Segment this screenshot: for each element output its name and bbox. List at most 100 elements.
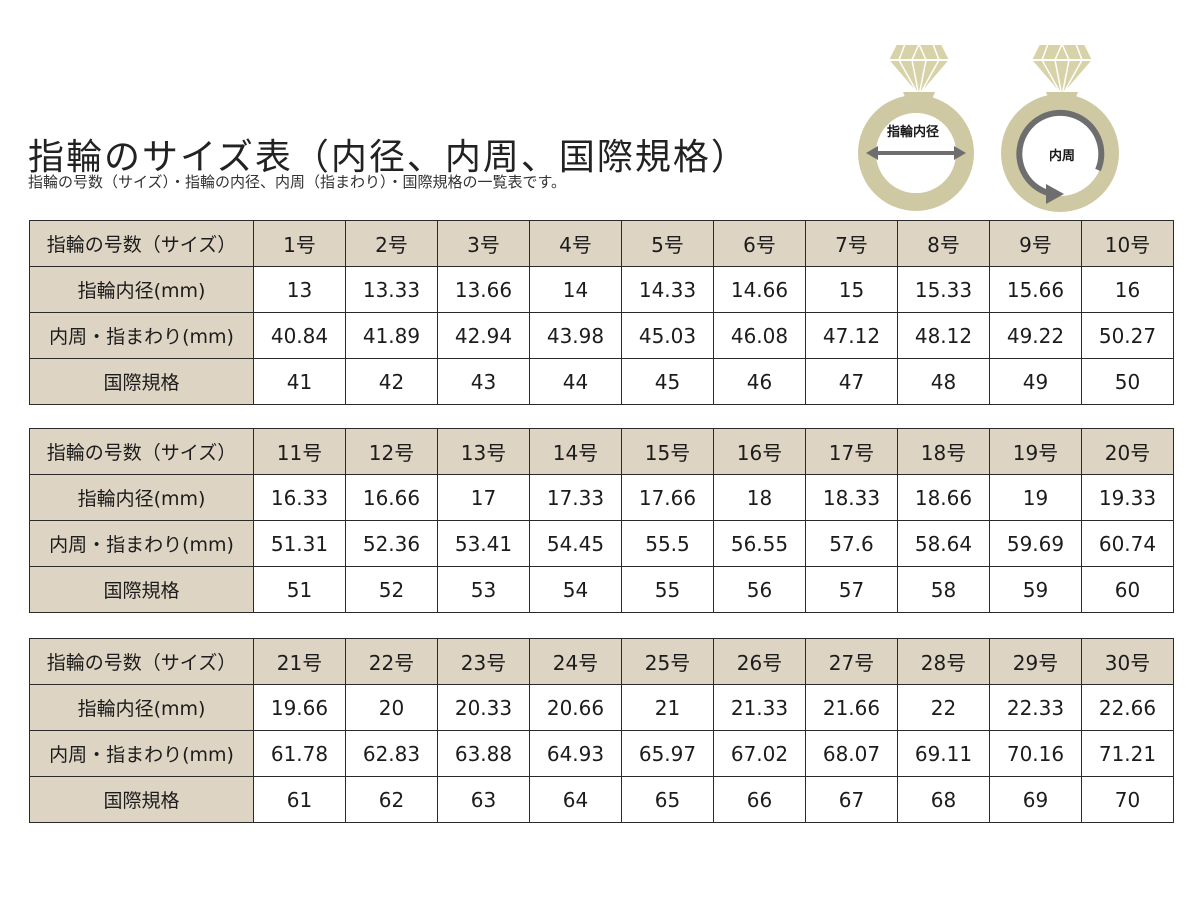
inner-diameter-cell: 14 xyxy=(529,266,622,313)
diamond-icon xyxy=(886,43,952,98)
row-label: 指輪内径(mm) xyxy=(29,266,254,313)
size-cell: 27号 xyxy=(805,638,898,685)
table-row-circumference: 内周・指まわり(mm) 61.78 62.83 63.88 64.93 65.9… xyxy=(29,730,1174,777)
size-cell: 1号 xyxy=(253,220,346,267)
inner-diameter-cell: 21 xyxy=(621,684,714,731)
inner-diameter-cell: 18.66 xyxy=(897,474,990,521)
international-size-cell: 46 xyxy=(713,358,806,405)
row-label: 指輪の号数（サイズ） xyxy=(29,428,254,475)
inner-diameter-cell: 14.66 xyxy=(713,266,806,313)
table-row-inner-diameter: 指輪内径(mm) 16.33 16.66 17 17.33 17.66 18 1… xyxy=(29,474,1174,521)
circumference-cell: 58.64 xyxy=(897,520,990,567)
circumference-cell: 40.84 xyxy=(253,312,346,359)
inner-diameter-cell: 15.33 xyxy=(897,266,990,313)
international-size-cell: 64 xyxy=(529,776,622,823)
size-cell: 9号 xyxy=(989,220,1082,267)
inner-diameter-cell: 22.33 xyxy=(989,684,1082,731)
size-cell: 19号 xyxy=(989,428,1082,475)
circumference-cell: 64.93 xyxy=(529,730,622,777)
table-row-inner-diameter: 指輪内径(mm) 19.66 20 20.33 20.66 21 21.33 2… xyxy=(29,684,1174,731)
inner-diameter-cell: 19 xyxy=(989,474,1082,521)
inner-diameter-cell: 22 xyxy=(897,684,990,731)
inner-diameter-cell: 18 xyxy=(713,474,806,521)
inner-diameter-cell: 19.33 xyxy=(1081,474,1174,521)
size-cell: 29号 xyxy=(989,638,1082,685)
inner-diameter-cell: 13.66 xyxy=(437,266,530,313)
circumference-cell: 69.11 xyxy=(897,730,990,777)
circumference-cell: 46.08 xyxy=(713,312,806,359)
inner-diameter-cell: 18.33 xyxy=(805,474,898,521)
table-row-size: 指輪の号数（サイズ） 11号 12号 13号 14号 15号 16号 17号 1… xyxy=(29,428,1174,475)
size-cell: 15号 xyxy=(621,428,714,475)
circumference-arrow xyxy=(1016,109,1105,197)
size-cell: 12号 xyxy=(345,428,438,475)
size-cell: 3号 xyxy=(437,220,530,267)
international-size-cell: 42 xyxy=(345,358,438,405)
table-row-inner-diameter: 指輪内径(mm) 13 13.33 13.66 14 14.33 14.66 1… xyxy=(29,266,1174,313)
table-row-circumference: 内周・指まわり(mm) 51.31 52.36 53.41 54.45 55.5… xyxy=(29,520,1174,567)
circumference-cell: 51.31 xyxy=(253,520,346,567)
international-size-cell: 49 xyxy=(989,358,1082,405)
size-table-1: 指輪の号数（サイズ） 1号 2号 3号 4号 5号 6号 7号 8号 9号 10… xyxy=(29,220,1174,405)
inner-diameter-cell: 13.33 xyxy=(345,266,438,313)
size-cell: 25号 xyxy=(621,638,714,685)
circumference-cell: 71.21 xyxy=(1081,730,1174,777)
size-cell: 6号 xyxy=(713,220,806,267)
international-size-cell: 69 xyxy=(989,776,1082,823)
row-label: 国際規格 xyxy=(29,776,254,823)
inner-diameter-cell: 13 xyxy=(253,266,346,313)
international-size-cell: 68 xyxy=(897,776,990,823)
size-cell: 13号 xyxy=(437,428,530,475)
row-label: 指輪の号数（サイズ） xyxy=(29,220,254,267)
size-cell: 10号 xyxy=(1081,220,1174,267)
row-label: 内周・指まわり(mm) xyxy=(29,730,254,777)
inner-diameter-cell: 14.33 xyxy=(621,266,714,313)
row-label: 指輪の号数（サイズ） xyxy=(29,638,254,685)
size-cell: 28号 xyxy=(897,638,990,685)
inner-diameter-cell: 20.66 xyxy=(529,684,622,731)
circumference-cell: 70.16 xyxy=(989,730,1082,777)
inner-diameter-cell: 20.33 xyxy=(437,684,530,731)
circumference-cell: 62.83 xyxy=(345,730,438,777)
table-row-international: 国際規格 51 52 53 54 55 56 57 58 59 60 xyxy=(29,566,1174,613)
size-cell: 17号 xyxy=(805,428,898,475)
international-size-cell: 61 xyxy=(253,776,346,823)
inner-diameter-cell: 16.66 xyxy=(345,474,438,521)
circumference-cell: 60.74 xyxy=(1081,520,1174,567)
inner-diameter-cell: 17 xyxy=(437,474,530,521)
circumference-cell: 61.78 xyxy=(253,730,346,777)
row-label: 指輪内径(mm) xyxy=(29,684,254,731)
size-cell: 21号 xyxy=(253,638,346,685)
inner-diameter-cell: 20 xyxy=(345,684,438,731)
circumference-cell: 63.88 xyxy=(437,730,530,777)
size-cell: 5号 xyxy=(621,220,714,267)
international-size-cell: 44 xyxy=(529,358,622,405)
international-size-cell: 62 xyxy=(345,776,438,823)
page-subtitle: 指輪の号数（サイズ）・指輪の内径、内周（指まわり）・国際規格の一覧表です。 xyxy=(28,173,567,191)
circumference-cell: 47.12 xyxy=(805,312,898,359)
inner-diameter-cell: 22.66 xyxy=(1081,684,1174,731)
international-size-cell: 57 xyxy=(805,566,898,613)
size-cell: 2号 xyxy=(345,220,438,267)
circumference-cell: 65.97 xyxy=(621,730,714,777)
international-size-cell: 60 xyxy=(1081,566,1174,613)
size-cell: 18号 xyxy=(897,428,990,475)
table-row-circumference: 内周・指まわり(mm) 40.84 41.89 42.94 43.98 45.0… xyxy=(29,312,1174,359)
size-cell: 11号 xyxy=(253,428,346,475)
international-size-cell: 53 xyxy=(437,566,530,613)
size-cell: 4号 xyxy=(529,220,622,267)
international-size-cell: 47 xyxy=(805,358,898,405)
ring-circumference-diagram xyxy=(1001,43,1119,212)
row-label: 内周・指まわり(mm) xyxy=(29,312,254,359)
international-size-cell: 48 xyxy=(897,358,990,405)
international-size-cell: 59 xyxy=(989,566,1082,613)
international-size-cell: 58 xyxy=(897,566,990,613)
inner-diameter-cell: 15.66 xyxy=(989,266,1082,313)
table-row-international: 国際規格 41 42 43 44 45 46 47 48 49 50 xyxy=(29,358,1174,405)
circumference-cell: 45.03 xyxy=(621,312,714,359)
international-size-cell: 66 xyxy=(713,776,806,823)
circumference-cell: 67.02 xyxy=(713,730,806,777)
circumference-cell: 53.41 xyxy=(437,520,530,567)
international-size-cell: 55 xyxy=(621,566,714,613)
international-size-cell: 63 xyxy=(437,776,530,823)
